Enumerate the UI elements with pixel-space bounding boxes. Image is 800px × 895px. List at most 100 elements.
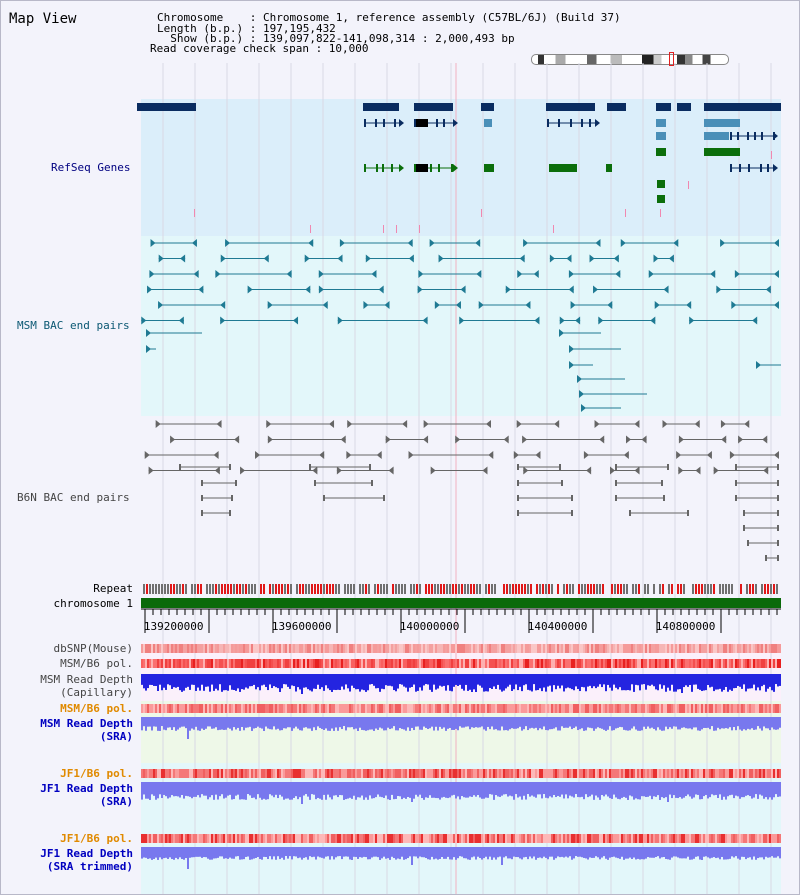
jf1-depth-trim-bar [691,847,693,860]
jf1-pol-trim-cell [385,834,387,843]
msm-pol-sra-cell [383,704,385,713]
msm-bac-pair-end [476,270,482,278]
jf1-depth-sra-bar [477,782,479,796]
msm-depth-cap-bar [603,674,605,685]
jf1-depth-trim-bar [705,847,707,857]
msm-depth-sra-bar [213,717,215,729]
jf1-depth-sra-bar [203,782,205,796]
jf1-pol-trim-cell [531,834,533,843]
jf1-pol-cell [199,769,201,778]
msm-pol-sra-cell [205,704,207,713]
dbsnp-cell [639,644,641,653]
jf1-pol-trim-cell [183,834,185,843]
gene-model-exon [589,119,591,127]
jf1-pol-cell [471,769,473,778]
jf1-pol-cell [319,769,321,778]
jf1-depth-trim-bar [169,847,171,858]
jf1-pol-cell [587,769,589,778]
msm-pol-cell [509,659,511,668]
jf1-depth-trim-bar [367,847,369,860]
msm-depth-sra-bar [439,717,441,727]
msm-pol-cell [471,659,473,668]
jf1-pol-trim-cell [639,834,641,843]
jf1-depth-trim-bar [405,847,407,860]
dbsnp-cell [505,644,507,653]
msm-depth-cap-bar [151,674,153,685]
jf1-depth-sra-bar [235,782,237,796]
repeat-element [269,584,271,594]
msm-depth-cap-bar [433,674,435,685]
b6n-bac-pair-end [626,435,632,444]
jf1-pol-trim-cell [145,834,147,843]
msm-bac-pair-end [517,270,523,278]
msm-depth-sra-bar [601,717,603,729]
msm-pol-sra-cell [195,704,197,713]
jf1-pol-trim-cell [173,834,175,843]
msm-b6-pol-label: MSM/B6 pol. [60,657,133,670]
msm-depth-cap-bar [675,674,677,692]
jf1-pol-cell [217,769,219,778]
jf1-pol-cell [559,769,561,778]
msm-pol-sra-cell [147,704,149,713]
jf1-pol-trim-cell [155,834,157,843]
jf1-pol-cell [289,769,291,778]
msm-bac-pair-end [570,301,576,309]
repeat-element [458,584,460,594]
msm-pol-sra-cell [171,704,173,713]
ideogram-position-marker[interactable] [669,52,674,66]
repeat-element [566,584,568,594]
dbsnp-cell [143,644,145,653]
msm-pol-cell [427,659,429,668]
jf1-depth-sra-bar [375,782,377,798]
msm-depth-sra-bar [463,717,465,728]
msm-pol-sra-cell [655,704,657,713]
dbsnp-cell [567,644,569,653]
jf1-depth-trim-bar [239,847,241,860]
jf1-pol-trim-cell [427,834,429,843]
msm-pol-sra-cell [181,704,183,713]
msm-pol-cell [639,659,641,668]
dbsnp-cell [277,644,279,653]
jf1-depth-trim-bar [561,847,563,857]
jf1-pol-trim-cell [339,834,341,843]
msm-depth-sra-bar [547,717,549,731]
jf1-depth-sra-bar [145,782,147,799]
msm-depth-sra-bar [329,717,331,731]
msm-depth-cap-bar [319,674,321,690]
jf1-pol-cell [149,769,151,778]
dbsnp-cell [205,644,207,653]
jf1-pol-trim-cell [167,834,169,843]
jf1-pol-trim-cell [263,834,265,843]
msm-pol-sra-cell [445,704,447,713]
jf1-pol-trim-cell [687,834,689,843]
repeat-element [347,584,349,594]
msm-depth-cap-bar [493,674,495,687]
msm-depth-cap-bar [695,674,697,685]
jf1-depth-sra-bar [367,782,369,800]
repeat-element [617,584,619,594]
msm-pol-sra-cell [227,704,229,713]
msm-depth-sra-bar [665,717,667,727]
jf1-pol-trim-cell [393,834,395,843]
jf1-pol-cell [647,769,649,778]
repeat-element [770,584,772,594]
msm-pol-sra-cell [411,704,413,713]
jf1-depth-sra-bar [291,782,293,800]
msm-bac-pair-end [710,270,716,278]
dbsnp-cell [437,644,439,653]
jf1-pol-cell [347,769,349,778]
msm-depth-cap-bar [337,674,339,690]
msm-pol-cell [743,659,745,668]
jf1-depth-trim-bar [453,847,455,858]
msm-depth-cap-bar [545,674,547,692]
jf1-depth-trim-bar [667,847,669,860]
jf1-pol-cell [333,769,335,778]
msm-pol-sra-cell [539,704,541,713]
jf1-depth-trim-bar [503,847,505,858]
chromosome-ideogram[interactable] [531,54,729,65]
jf1-pol-cell [513,769,515,778]
jf1-depth-sra-bar [225,782,227,798]
jf1-pol-cell [325,769,327,778]
msm-depth-cap-bar [501,674,503,692]
